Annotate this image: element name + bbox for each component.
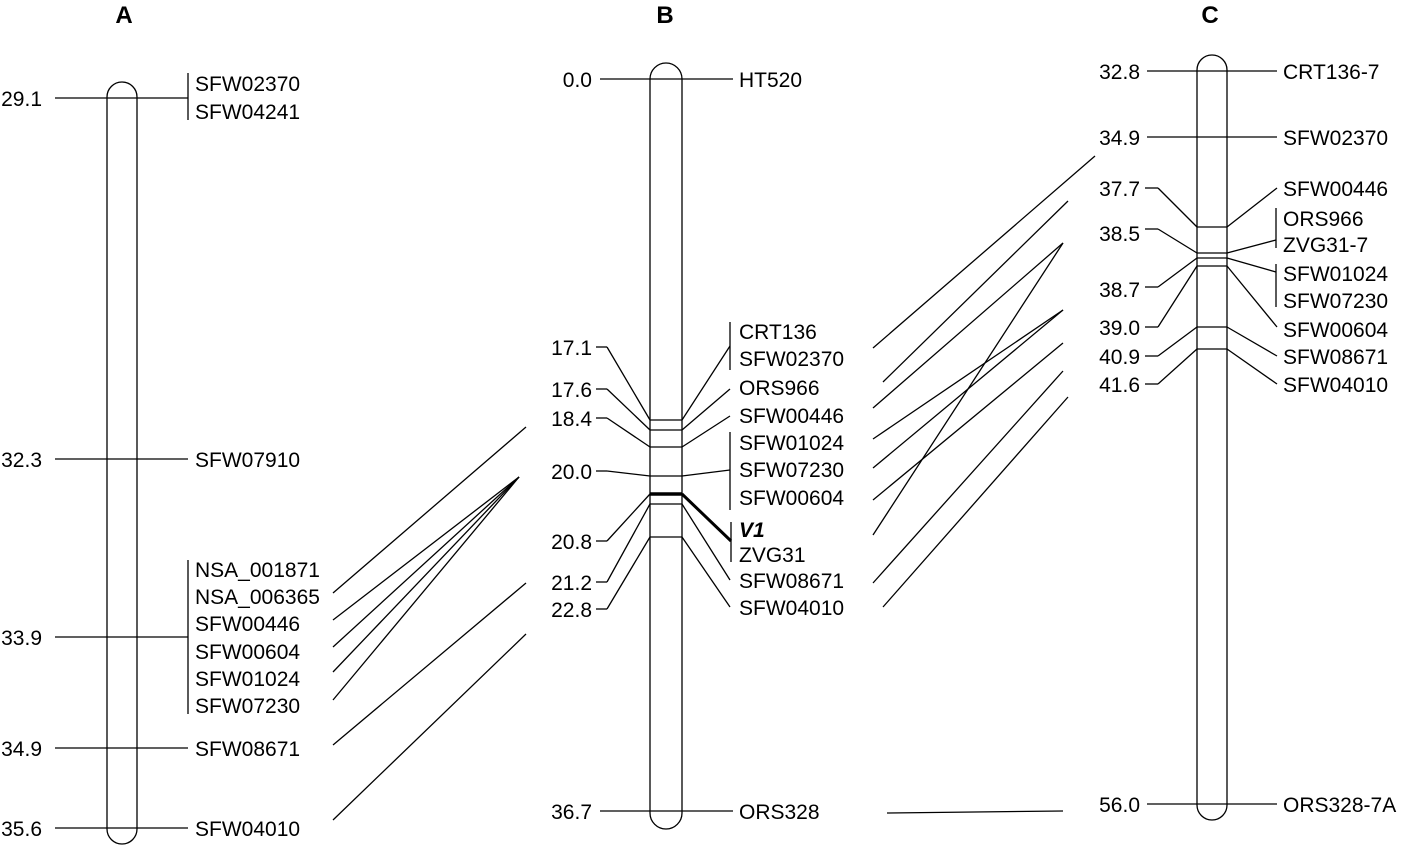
position-label: 41.6 [1099, 374, 1140, 397]
marker-label: SFW00604 [1283, 319, 1388, 342]
map-b-title: B [656, 2, 673, 29]
marker-label: NSA_006365 [195, 586, 320, 609]
marker-label: SFW01024 [739, 432, 844, 455]
position-label: 21.2 [551, 572, 592, 595]
comparison-lines-a-b [332, 426, 527, 821]
position-label: 0.0 [563, 69, 592, 92]
marker-label: SFW00446 [1283, 178, 1388, 201]
linkage-group-c: C 32.8 34.9 3 [1099, 2, 1396, 821]
marker-label: SFW08671 [195, 738, 300, 761]
marker-label: HT520 [739, 69, 802, 92]
position-label: 17.1 [551, 337, 592, 360]
position-label: 33.9 [1, 627, 42, 650]
chromosome-bar-a [106, 81, 138, 845]
position-label: 38.7 [1099, 279, 1140, 302]
chromosome-bar-c [1196, 54, 1228, 821]
position-label: 32.3 [1, 449, 42, 472]
position-label: 18.4 [551, 408, 592, 431]
marker-label: SFW04241 [195, 101, 300, 124]
marker-label: SFW02370 [739, 348, 844, 371]
marker-label: SFW02370 [195, 73, 300, 96]
position-label: 56.0 [1099, 794, 1140, 817]
marker-label: SFW00446 [195, 613, 300, 636]
marker-label: SFW08671 [1283, 346, 1388, 369]
comparison-lines-b-c [872, 155, 1096, 814]
marker-label: SFW07230 [195, 695, 300, 718]
marker-label: SFW00604 [195, 641, 300, 664]
position-label: 36.7 [551, 801, 592, 824]
marker-label: CRT136-7 [1283, 61, 1380, 84]
position-label: 20.8 [551, 531, 592, 554]
position-label: 34.9 [1, 738, 42, 761]
marker-label: SFW01024 [195, 668, 300, 691]
linkage-group-b: B [551, 2, 844, 830]
marker-label: ORS966 [1283, 208, 1364, 231]
marker-label: SFW07910 [195, 449, 300, 472]
position-label: 29.1 [1, 88, 42, 111]
position-label: 40.9 [1099, 346, 1140, 369]
marker-label: ORS328 [739, 801, 820, 824]
marker-label: SFW00604 [739, 487, 844, 510]
marker-label: SFW04010 [1283, 374, 1388, 397]
marker-label: NSA_001871 [195, 559, 320, 582]
position-label: 39.0 [1099, 317, 1140, 340]
marker-label: SFW02370 [1283, 127, 1388, 150]
position-label: 38.5 [1099, 223, 1140, 246]
marker-label: SFW01024 [1283, 263, 1388, 286]
marker-label: SFW07230 [739, 459, 844, 482]
position-label: 22.8 [551, 599, 592, 622]
position-label: 37.7 [1099, 178, 1140, 201]
position-label: 17.6 [551, 379, 592, 402]
marker-label: CRT136 [739, 321, 817, 344]
position-label: 35.6 [1, 818, 42, 841]
marker-label: ZVG31-7 [1283, 234, 1368, 257]
chromosome-bar-b [649, 62, 683, 830]
marker-label: SFW00446 [739, 405, 844, 428]
marker-label: SFW04010 [195, 818, 300, 841]
position-label: 20.0 [551, 461, 592, 484]
map-c-title: C [1201, 2, 1218, 29]
marker-label: ORS966 [739, 377, 820, 400]
marker-label: SFW04010 [739, 597, 844, 620]
position-label: 34.9 [1099, 127, 1140, 150]
marker-label: ORS328-7A [1283, 794, 1396, 817]
position-label: 32.8 [1099, 61, 1140, 84]
marker-label-v1: V1 [739, 519, 765, 542]
linkage-group-a: A 29.1 32.3 33.9 34.9 35.6 SFW02370 SFW0… [1, 2, 320, 845]
marker-label: ZVG31 [739, 544, 806, 567]
marker-label: SFW08671 [739, 570, 844, 593]
marker-label: SFW07230 [1283, 290, 1388, 313]
map-a-title: A [115, 2, 132, 29]
